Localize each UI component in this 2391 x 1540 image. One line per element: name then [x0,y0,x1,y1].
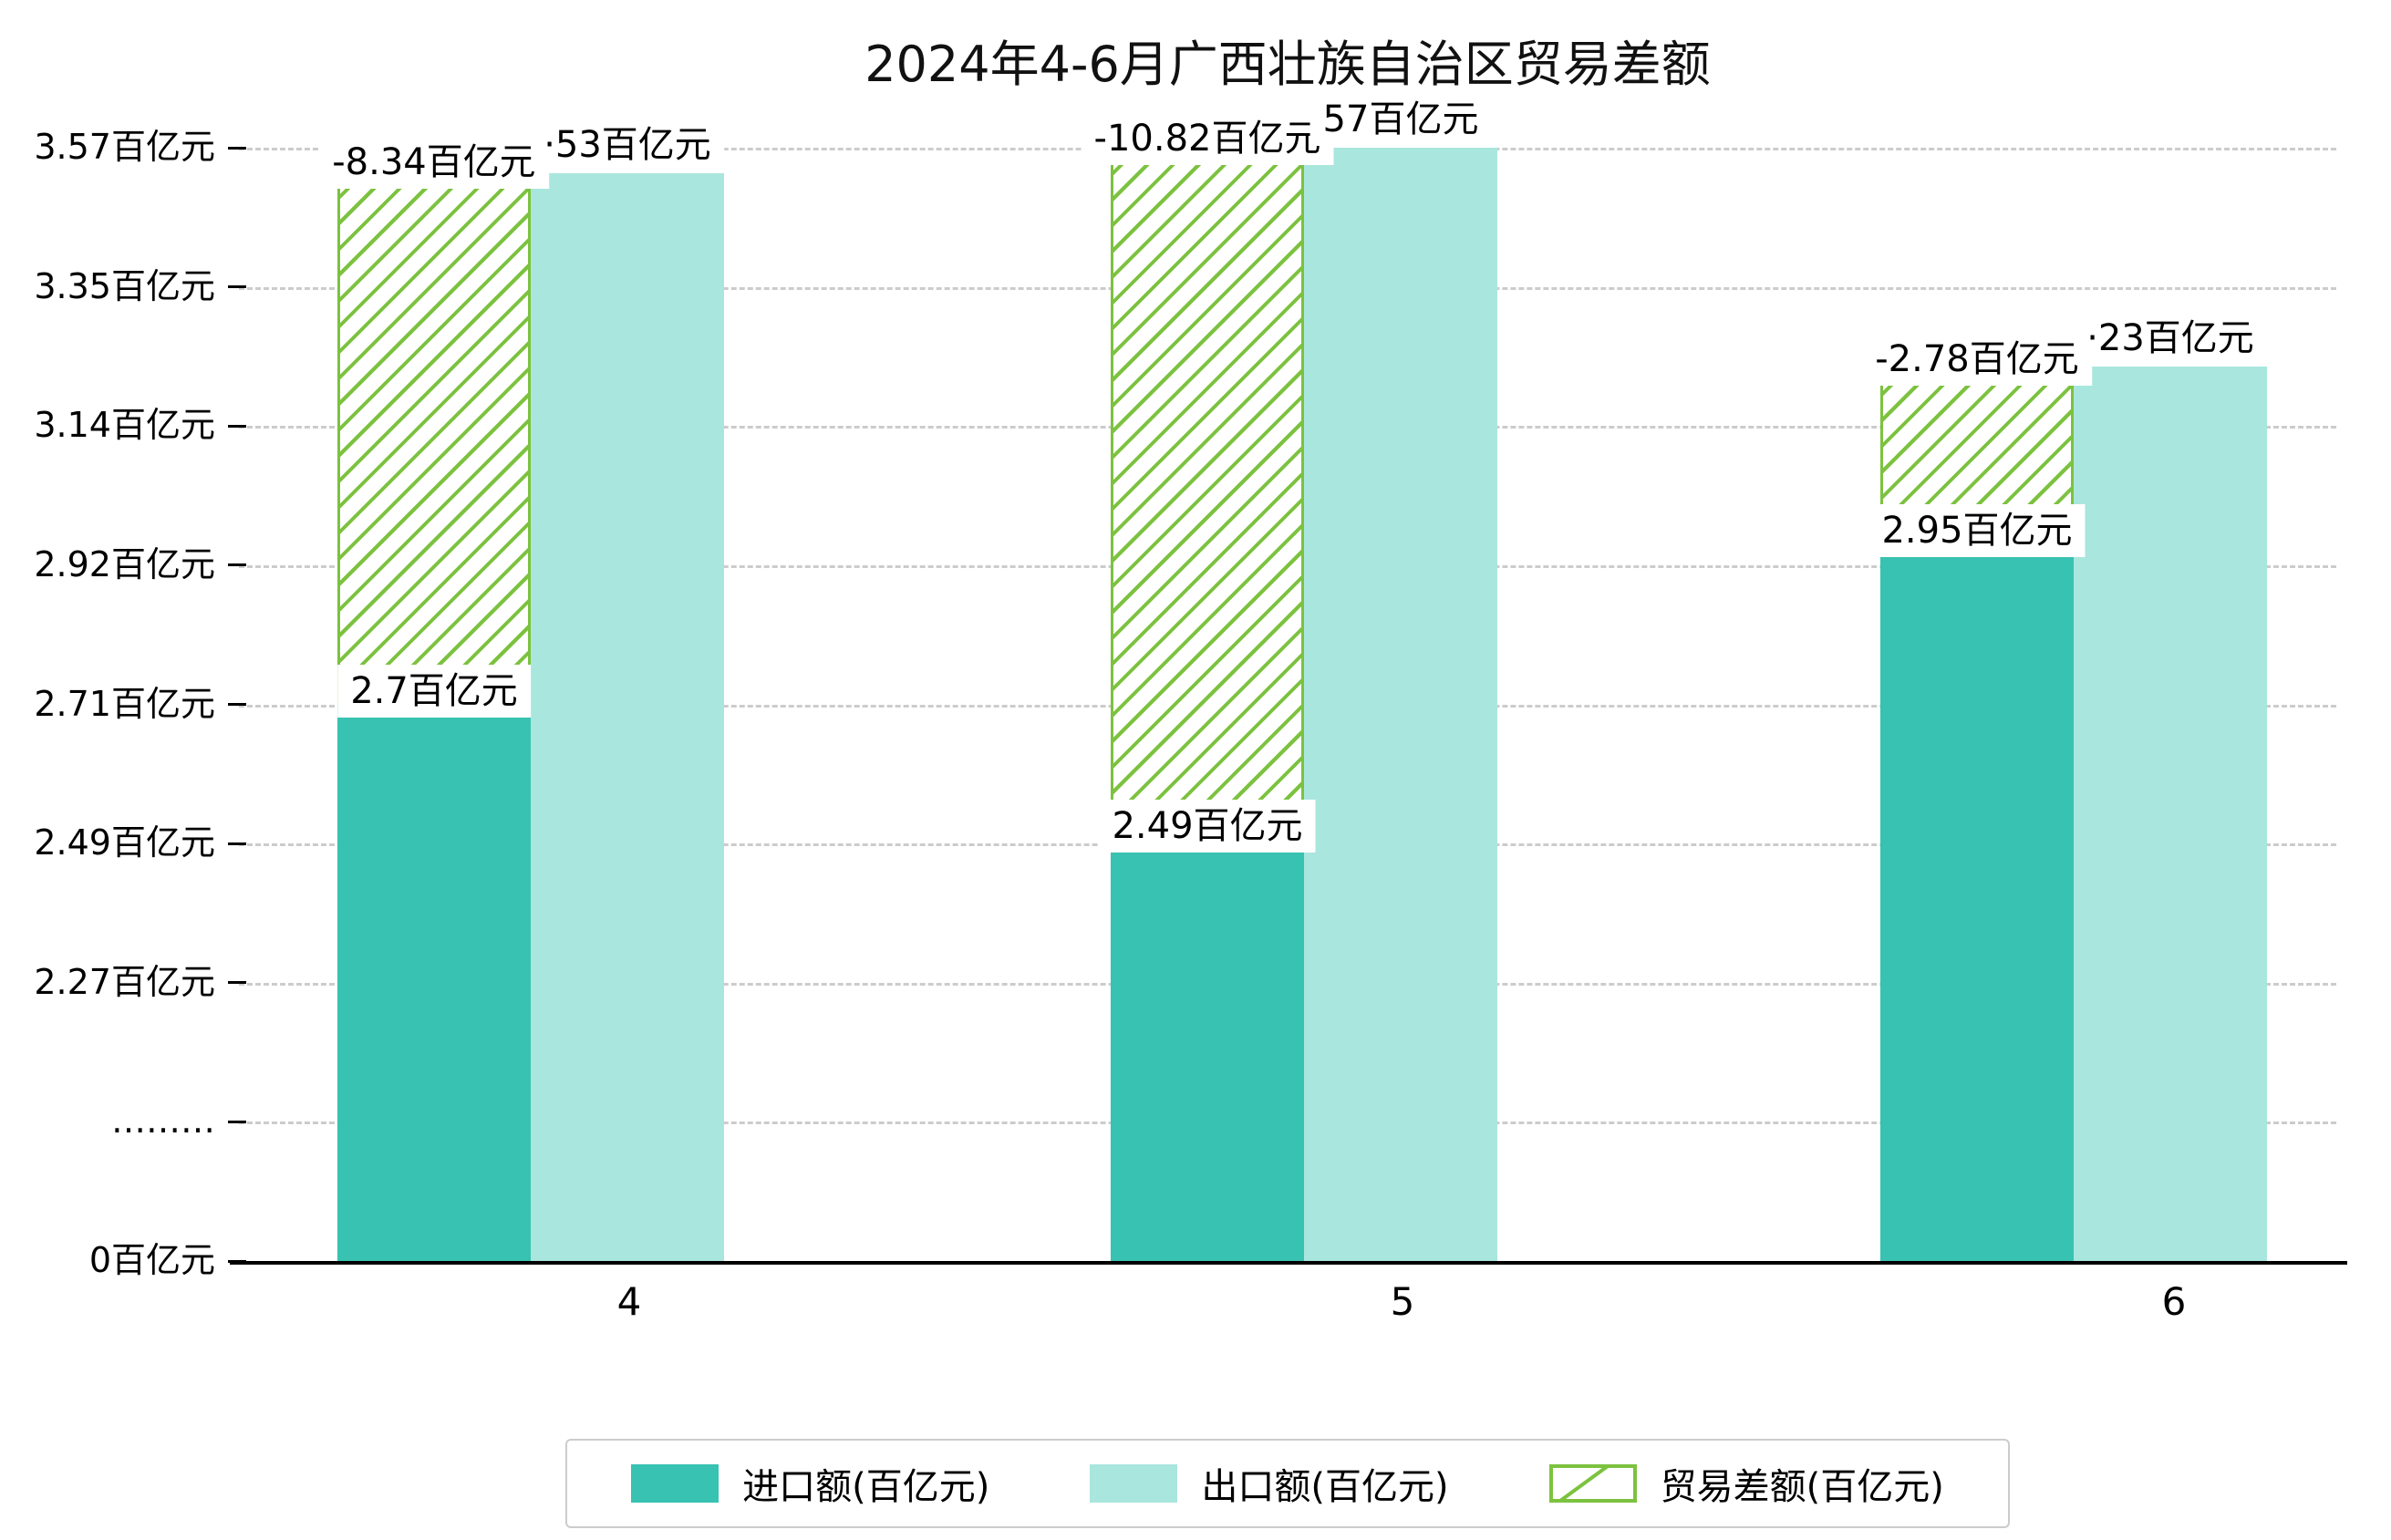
export-bar [1304,148,1497,1261]
diff-value-label: -10.82百亿元 [1081,111,1334,165]
legend: 进口额(百亿元) 出口额(百亿元) 贸易差额(百亿元) [565,1439,2010,1528]
legend-label-export: 出口额(百亿元) [1201,1466,1449,1508]
y-tick-mark [228,703,246,706]
export-bar [531,173,724,1261]
legend-item-diff: 贸易差额(百亿元) [1548,1457,1944,1510]
legend-label-import: 进口额(百亿元) [742,1466,990,1508]
import-value-label: 2.95百亿元 [1868,503,2086,557]
import-bar [1880,545,2074,1261]
y-tick-mark [228,981,246,985]
import-value-label: 2.7百亿元 [337,665,531,718]
x-axis-line [230,1261,2347,1265]
x-axis-label: 6 [2161,1279,2187,1324]
y-axis-label: ……… [111,1101,215,1142]
y-tick-mark [228,285,246,289]
chart-title: 2024年4-6月广西壮族自治区贸易差额 [864,36,1711,93]
y-axis-label: 2.71百亿元 [34,683,215,724]
legend-label-diff: 贸易差额(百亿元) [1660,1466,1944,1508]
trade-diff-bar [337,171,531,707]
export-value-label: ·53百亿元 [531,119,724,172]
import-value-label: 2.49百亿元 [1099,800,1316,853]
x-axis-label: 5 [1390,1279,1415,1324]
y-axis-label: 2.92百亿元 [34,544,215,585]
export-value-label: 57百亿元 [1309,93,1492,147]
legend-row: 进口额(百亿元) 出口额(百亿元) 贸易差额(百亿元) [239,1439,2336,1528]
y-axis-label: 2.27百亿元 [34,961,215,1002]
y-tick-mark [228,1120,246,1123]
diff-hatch-swatch-icon [1548,1464,1637,1503]
legend-item-import: 进口额(百亿元) [631,1457,989,1510]
y-axis-label: 3.35百亿元 [34,265,215,306]
y-axis-label: 3.57百亿元 [34,127,215,168]
y-axis-label: 0百亿元 [88,1240,215,1281]
import-bar [337,707,531,1261]
export-bar [2074,366,2267,1261]
y-axis-label: 3.14百亿元 [34,405,215,446]
export-swatch-icon [1090,1464,1178,1503]
y-tick-mark [228,842,246,845]
import-swatch-icon [631,1464,719,1503]
diff-value-label: -8.34百亿元 [319,136,549,190]
import-bar [1111,841,1304,1261]
x-axis-label: 4 [616,1279,642,1324]
y-tick-mark [228,146,246,150]
y-axis-label: 2.49百亿元 [34,822,215,863]
trade-diff-bar [1111,146,1304,842]
y-tick-mark [228,424,246,428]
y-tick-mark [228,563,246,567]
legend-item-export: 出口额(百亿元) [1090,1457,1449,1510]
export-value-label: ·23百亿元 [2074,311,2267,365]
diff-value-label: -2.78百亿元 [1862,333,2092,386]
